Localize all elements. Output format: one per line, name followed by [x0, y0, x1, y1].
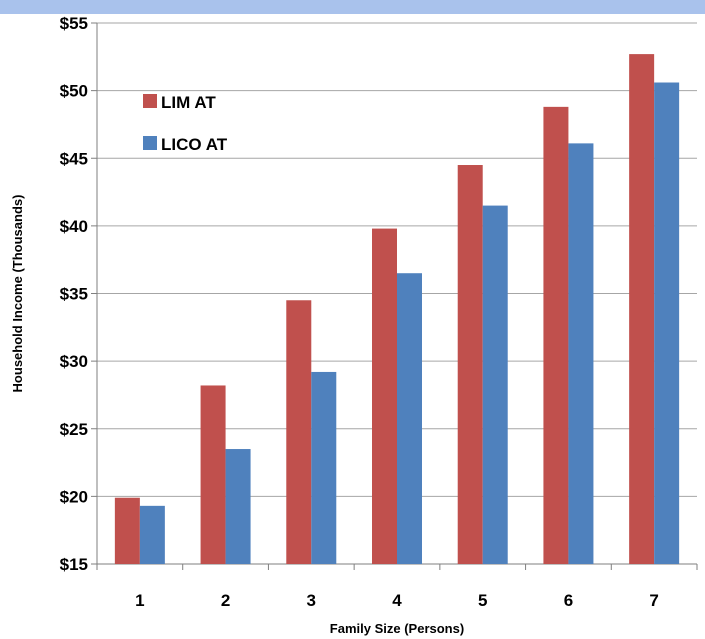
y-tick-label: $15 [60, 555, 88, 574]
bar-lim-at [629, 54, 655, 565]
bar-lico-at [568, 143, 594, 564]
legend-label-lico: LICO AT [161, 135, 228, 154]
y-tick-label: $45 [60, 149, 88, 168]
x-axis-title: Family Size (Persons) [330, 621, 464, 636]
x-tick-label: 3 [307, 591, 316, 610]
x-tick-label: 2 [221, 591, 230, 610]
bar-lico-at [311, 371, 337, 564]
legend-label-lim: LIM AT [161, 93, 216, 112]
y-tick-label: $35 [60, 285, 88, 304]
legend-swatch-lico [143, 136, 157, 150]
top-band [0, 0, 705, 14]
bar-lim-at [457, 165, 483, 564]
y-tick-label: $30 [60, 352, 88, 371]
bar-lico-at [654, 82, 680, 564]
x-tick-label: 6 [564, 591, 573, 610]
y-tick-label: $25 [60, 420, 88, 439]
bar-lico-at [139, 505, 165, 564]
bar-lim-at [543, 106, 569, 564]
bar-lim-at [114, 497, 140, 564]
x-tick-label: 1 [135, 591, 144, 610]
x-tick-label: 4 [392, 591, 402, 610]
bar-lico-at [397, 273, 422, 564]
y-tick-label: $40 [60, 217, 88, 236]
bar-lim-at [372, 228, 397, 564]
bar-lim-at [200, 385, 226, 564]
y-tick-label: $20 [60, 487, 88, 506]
x-tick-label: 7 [649, 591, 658, 610]
y-tick-label: $50 [60, 82, 88, 101]
bar-lico-at [482, 205, 508, 564]
y-axis-title: Household Income (Thousands) [10, 195, 25, 393]
y-tick-label: $55 [60, 14, 88, 33]
legend-swatch-lim [143, 94, 157, 108]
bar-lim-at [286, 300, 312, 564]
bar-lico-at [225, 449, 251, 564]
x-tick-label: 5 [478, 591, 487, 610]
